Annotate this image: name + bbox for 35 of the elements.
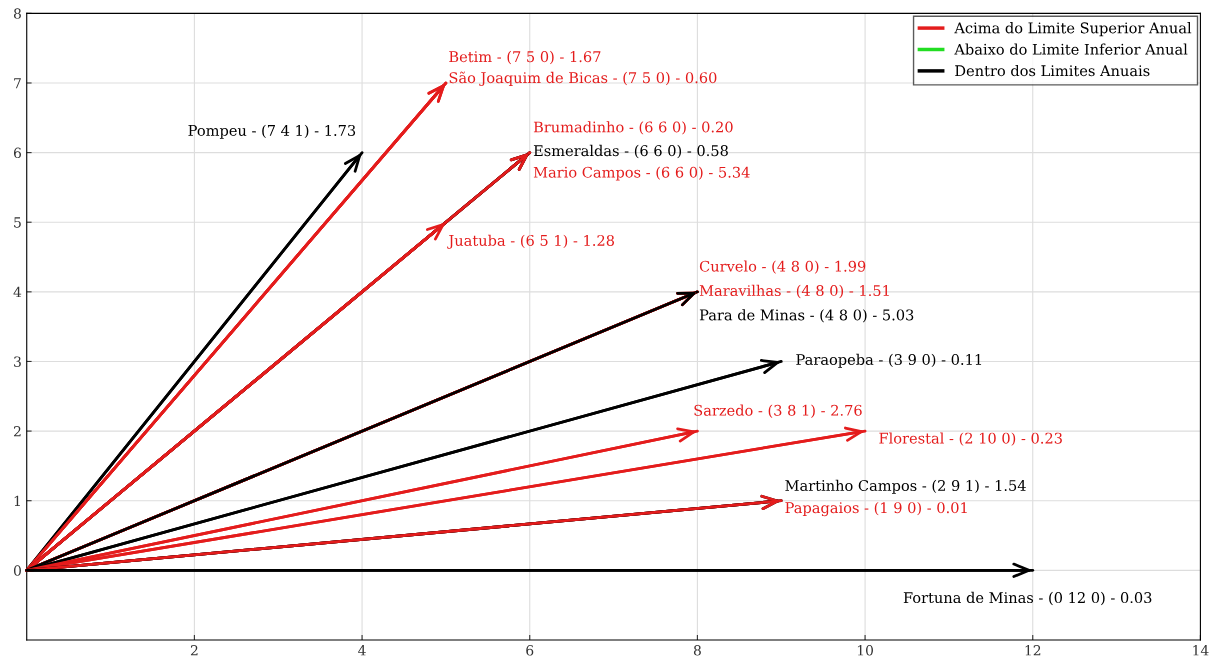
series-label: Curvelo - (4 8 0) - 1.99: [699, 260, 866, 274]
series-label: Betim - (7 5 0) - 1.67: [449, 50, 601, 65]
y-tick-label: 5: [14, 217, 21, 228]
y-tick-label: 3: [14, 356, 21, 367]
x-tick-label: 14: [1193, 645, 1209, 656]
series-label: Martinho Campos - (2 9 1) - 1.54: [785, 479, 1026, 494]
series-label: Para de Minas - (4 8 0) - 5.03: [699, 309, 914, 323]
x-tick-label: 8: [693, 645, 701, 656]
legend-label: Abaixo do Limite Inferior Anual: [954, 43, 1188, 55]
legend-label: Florestal - (2 10 0) - 0.23: [879, 432, 1062, 446]
legend-label: Juatuba - (6 5 1) - 1.28: [447, 234, 615, 249]
x-tick-label: 6: [526, 645, 534, 656]
legend-label: Maravilhas - (4 8 0) - 1.51: [699, 284, 889, 299]
series-label: Mario Campos - (6 6 0) - 5.34: [533, 166, 750, 181]
y-tick-label: 2: [13, 426, 21, 437]
legend-label: Dentro dos Limites Anuais: [955, 64, 1150, 77]
legend-label: Acima do Limite Superior Anual: [954, 22, 1192, 37]
y-tick-label: 0: [13, 565, 21, 576]
series-label: Esmeraldas - (6 6 0) - 0.58: [533, 144, 728, 159]
series-label: Sarzedo - (3 8 1) - 2.76: [694, 404, 862, 418]
series-label: Pompeu - (7 4 1) - 1.73: [188, 124, 356, 139]
series-label: Fortuna de Minas - (0 12 0) - 0.03: [903, 591, 1152, 606]
y-tick-label: 1: [14, 495, 20, 506]
x-tick-label: 12: [1025, 645, 1041, 656]
series-label: Brumadinho - (6 6 0) - 0.20: [533, 121, 733, 135]
y-tick-label: 8: [13, 8, 21, 19]
x-tick-label: 2: [190, 645, 198, 656]
series-label: São Joaquim de Bicas - (7 5 0) - 0.60: [449, 71, 717, 86]
y-tick-label: 6: [13, 147, 21, 159]
legend-label: Paraopeba - (3 9 0) - 0.11: [796, 353, 982, 368]
y-tick-label: 7: [14, 78, 21, 89]
legend-label: Papagaios - (1 9 0) - 0.01: [785, 501, 967, 517]
x-tick-label: 10: [857, 645, 873, 656]
x-tick-label: 4: [358, 645, 366, 656]
y-tick-label: 4: [13, 286, 22, 298]
